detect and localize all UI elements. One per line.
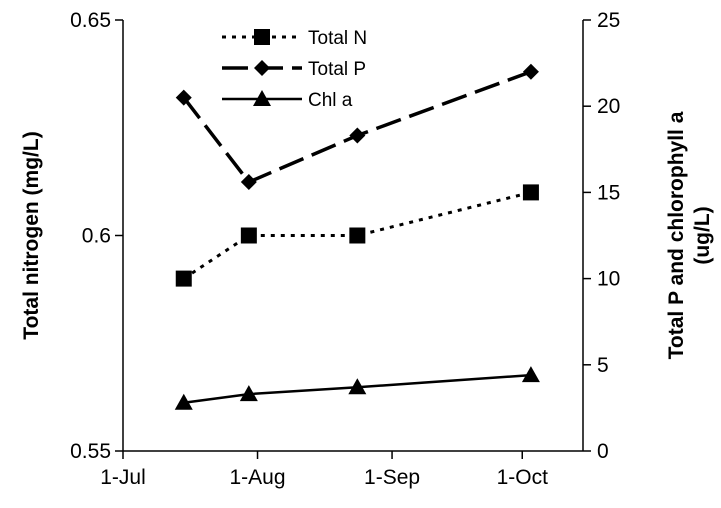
y-right-tick-label: 20 xyxy=(597,95,620,118)
y-right-tick-label: 0 xyxy=(597,440,609,463)
x-tick-label: 1-Jul xyxy=(100,466,146,489)
y-right-tick-label: 5 xyxy=(597,354,609,377)
data-point-total-p xyxy=(522,63,539,80)
x-tick-label: 1-Sep xyxy=(364,466,420,489)
y-left-tick-label: 0.55 xyxy=(70,440,111,463)
data-point-total-n xyxy=(522,184,539,201)
data-point-total-n xyxy=(175,270,192,287)
data-point-chl-a xyxy=(348,378,367,395)
legend-marker-total-p xyxy=(254,60,270,76)
data-point-chl-a xyxy=(521,366,540,383)
y-right-tick-label: 15 xyxy=(597,181,620,204)
legend-label-total-n: Total N xyxy=(308,28,367,49)
data-point-chl-a xyxy=(239,385,258,402)
legend-marker-chl-a xyxy=(253,90,271,106)
data-point-total-n xyxy=(349,227,366,244)
data-point-total-p xyxy=(240,174,257,191)
y-right-tick-label: 10 xyxy=(597,268,620,291)
data-point-total-p xyxy=(175,89,192,106)
legend-label-total-p: Total P xyxy=(308,59,366,80)
data-point-chl-a xyxy=(174,393,193,410)
x-tick-label: 1-Oct xyxy=(497,466,549,489)
y-axis-right-title-line2: (ug/L) xyxy=(691,206,714,264)
legend-label-chl-a: Chl a xyxy=(308,90,353,111)
chart-legend: Total N Total P Chl a xyxy=(222,28,367,111)
y-left-tick-label: 0.6 xyxy=(82,225,111,248)
data-point-total-n xyxy=(240,227,257,244)
data-point-total-p xyxy=(349,127,366,144)
series-line-total-p xyxy=(182,70,532,185)
y-axis-right-title-line1: Total P and chlorophyll a xyxy=(665,111,688,359)
y-axis-left-title: Total nitrogen (mg/L) xyxy=(20,131,43,339)
y-right-tick-label: 25 xyxy=(597,9,620,32)
x-tick-label: 1-Aug xyxy=(230,466,286,489)
legend-marker-total-n xyxy=(254,29,270,45)
series-line-total-n xyxy=(182,190,532,280)
y-left-tick-label: 0.65 xyxy=(70,9,111,32)
chart-series-layer xyxy=(174,63,540,410)
series-line-chl-a xyxy=(183,373,532,404)
chart-axes: 0.55 0.6 0.65 0 5 10 15 20 25 1-Jul 1-Aug 1-Sep 1-Oc… xyxy=(70,9,620,489)
